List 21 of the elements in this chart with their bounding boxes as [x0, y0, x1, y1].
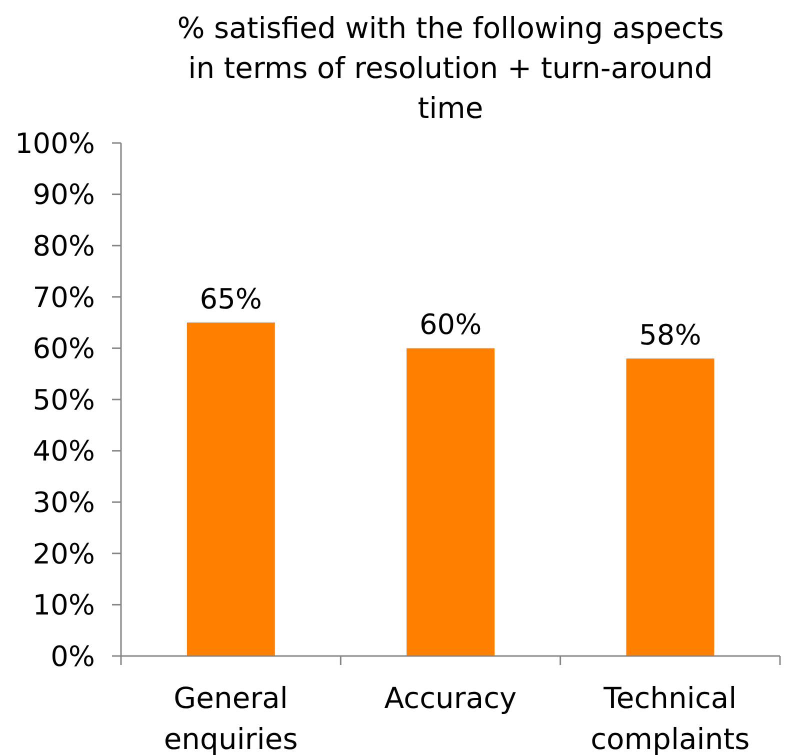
y-tick-label: 60% — [32, 332, 95, 366]
bar — [406, 348, 495, 656]
data-label: 65% — [200, 282, 262, 316]
data-label: 60% — [419, 308, 482, 342]
data-label: 58% — [639, 318, 702, 352]
y-tick-label: 0% — [50, 640, 95, 673]
chart-title: % satisfied with the following aspects in terms of resolution + turn-around time — [176, 10, 725, 127]
y-tick-label: 30% — [32, 486, 95, 520]
y-tick-label: 70% — [32, 280, 95, 314]
x-tick-label: General enquiries — [164, 681, 298, 755]
y-tick-label: 40% — [32, 434, 95, 468]
y-tick-label: 80% — [32, 230, 95, 263]
bar — [186, 322, 275, 656]
bar — [626, 358, 714, 656]
x-tick-label: Accuracy — [384, 681, 517, 715]
y-tick-label: 100% — [14, 126, 95, 160]
x-tick-label: Technical complaints — [590, 681, 750, 755]
y-tick-label: 10% — [32, 588, 95, 622]
y-tick-label: 50% — [32, 383, 95, 416]
y-tick-label: 20% — [32, 537, 95, 570]
y-tick-label: 90% — [32, 178, 95, 212]
